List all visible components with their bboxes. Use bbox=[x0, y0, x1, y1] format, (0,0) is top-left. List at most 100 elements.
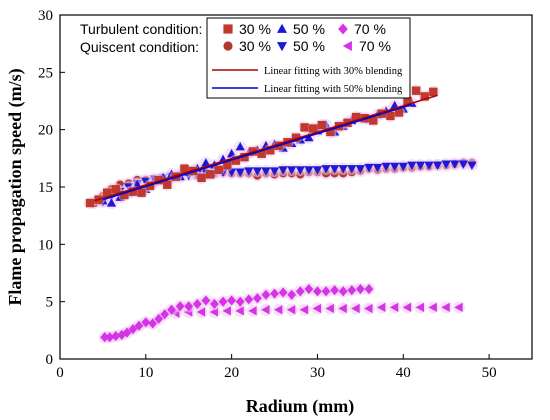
data-point bbox=[299, 305, 309, 315]
data-point bbox=[227, 295, 237, 306]
y-tick-label: 15 bbox=[38, 180, 53, 196]
fit-line bbox=[94, 94, 438, 202]
data-point bbox=[295, 286, 305, 297]
data-point bbox=[424, 161, 434, 171]
data-point bbox=[100, 332, 110, 343]
data-point bbox=[192, 298, 202, 309]
axis-ticks: 0 10 20 30 40 50 0 5 10 15 20 25 30 bbox=[38, 8, 497, 381]
data-point bbox=[261, 167, 271, 176]
x-axis-title: Radium (mm) bbox=[246, 396, 355, 417]
x-tick-label: 0 bbox=[56, 365, 64, 381]
x-tick-label: 20 bbox=[224, 365, 239, 381]
data-point bbox=[117, 329, 127, 340]
y-tick-label: 10 bbox=[38, 237, 53, 253]
data-point bbox=[278, 287, 288, 298]
data-point bbox=[304, 132, 314, 142]
data-point bbox=[386, 111, 395, 121]
legend: Turbulent condition: Quiscent condition:… bbox=[80, 17, 411, 99]
data-point bbox=[420, 92, 429, 101]
data-point bbox=[128, 187, 138, 196]
y-tick-label: 20 bbox=[38, 123, 53, 139]
legend-label: 50 % bbox=[293, 38, 325, 54]
data-point bbox=[248, 306, 257, 316]
data-point bbox=[244, 167, 254, 176]
data-point bbox=[148, 318, 158, 329]
data-point bbox=[235, 168, 245, 177]
data-point bbox=[105, 332, 115, 343]
data-point bbox=[154, 313, 164, 324]
data-point bbox=[278, 166, 288, 175]
data-point bbox=[291, 133, 301, 142]
data-point bbox=[270, 288, 279, 299]
data-point bbox=[231, 156, 241, 165]
legend-label: 30 % bbox=[239, 21, 271, 37]
data-point bbox=[321, 165, 331, 174]
data-point bbox=[398, 162, 408, 172]
data-point bbox=[111, 185, 120, 194]
data-point bbox=[287, 166, 297, 175]
data-point bbox=[347, 165, 357, 174]
data-point bbox=[252, 167, 263, 176]
y-tick-label: 25 bbox=[38, 65, 53, 81]
data-point bbox=[266, 146, 275, 155]
legend-marker bbox=[223, 24, 233, 34]
data-point bbox=[163, 180, 172, 189]
data-point bbox=[312, 166, 323, 175]
data-point bbox=[128, 324, 138, 335]
data-point bbox=[154, 175, 163, 185]
data-point bbox=[313, 286, 322, 297]
data-point bbox=[329, 165, 340, 174]
data-point bbox=[175, 301, 185, 312]
data-point bbox=[381, 162, 391, 172]
data-point bbox=[441, 302, 450, 313]
data-point bbox=[286, 305, 296, 315]
data-point bbox=[300, 123, 309, 132]
y-tick-label: 5 bbox=[46, 295, 54, 311]
data-point bbox=[308, 124, 318, 133]
data-point bbox=[120, 190, 129, 200]
data-point bbox=[257, 149, 266, 158]
data-point bbox=[201, 295, 211, 306]
legend-marker bbox=[338, 23, 348, 35]
data-point bbox=[351, 112, 361, 122]
data-point bbox=[141, 317, 151, 328]
data-point bbox=[351, 303, 360, 314]
data-point bbox=[428, 302, 437, 313]
data-point bbox=[450, 160, 460, 169]
data-point bbox=[312, 303, 322, 314]
x-tick-label: 50 bbox=[482, 365, 497, 381]
x-tick-label: 40 bbox=[396, 365, 411, 381]
legend-marker bbox=[342, 40, 352, 52]
y-axis-title: Flame propagation speed (m/s) bbox=[5, 68, 26, 305]
data-point bbox=[184, 301, 194, 312]
data-point bbox=[180, 164, 189, 173]
data-point bbox=[287, 289, 297, 300]
data-point bbox=[376, 302, 386, 313]
data-point bbox=[223, 161, 232, 170]
legend-fit-30-label: Linear fitting with 30% blending bbox=[264, 66, 403, 77]
data-point bbox=[295, 166, 305, 175]
legend-marker bbox=[276, 42, 288, 52]
legend-label: 70 % bbox=[359, 38, 391, 54]
data-point bbox=[304, 166, 314, 175]
data-point bbox=[364, 303, 373, 314]
data-point bbox=[338, 165, 348, 174]
legend-items: 30 % 50 % 70 % 30 % 50 % 70 % bbox=[223, 21, 391, 54]
data-point bbox=[364, 163, 374, 173]
data-point bbox=[390, 162, 400, 172]
data-point bbox=[372, 163, 383, 173]
data-point bbox=[403, 96, 412, 106]
data-point bbox=[355, 284, 365, 295]
data-point bbox=[244, 294, 254, 305]
data-point bbox=[394, 108, 404, 117]
data-point bbox=[214, 165, 223, 174]
data-point bbox=[338, 286, 348, 297]
y-tick-label: 0 bbox=[46, 352, 54, 368]
y-tick-label: 30 bbox=[38, 8, 53, 24]
data-point bbox=[134, 320, 144, 331]
data-point bbox=[196, 307, 206, 317]
data-point bbox=[122, 327, 132, 338]
plot-frame bbox=[59, 14, 533, 360]
data-point bbox=[429, 87, 438, 97]
